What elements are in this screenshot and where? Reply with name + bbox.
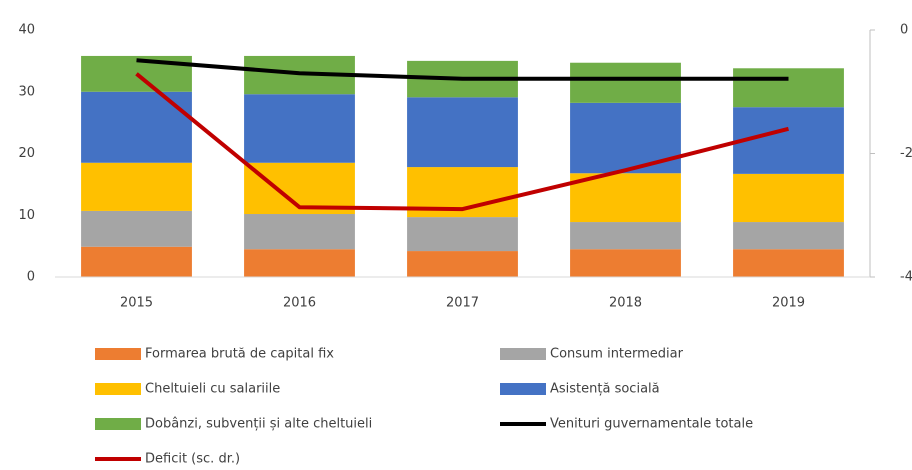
legend-marker (95, 348, 141, 360)
bar (407, 97, 518, 168)
x-tick-label: 2016 (283, 296, 316, 311)
legend-label: Deficit (sc. dr.) (145, 452, 240, 467)
bar (570, 173, 681, 223)
y2-tick-label: -2 (900, 146, 912, 161)
y2-tick-label: -4 (900, 270, 912, 285)
legend-marker (95, 418, 141, 430)
y-tick-label: 30 (18, 84, 35, 99)
y-tick-label: 20 (18, 146, 35, 161)
bar (733, 107, 844, 174)
line (135, 72, 789, 212)
bar (407, 251, 518, 277)
bar (570, 62, 681, 103)
bar (81, 162, 192, 211)
x-tick-label: 2018 (609, 296, 642, 311)
legend-label: Dobânzi, subvenții și alte cheltuieli (145, 417, 372, 432)
y2-tick-label: 0 (900, 23, 908, 38)
line (136, 58, 789, 81)
legend-label: Formarea brută de capital fix (145, 347, 334, 362)
x-tick-label: 2015 (120, 296, 153, 311)
legend-label: Venituri guvernamentale totale (550, 417, 753, 432)
legend-marker (95, 383, 141, 395)
bar (733, 173, 844, 223)
y-tick-label: 40 (18, 23, 35, 38)
bar (570, 102, 681, 174)
bar (570, 222, 681, 250)
x-tick-label: 2019 (772, 296, 805, 311)
bar (244, 249, 355, 277)
bar (570, 249, 681, 277)
bar (407, 217, 518, 252)
bar (733, 68, 844, 108)
legend-label: Asistență socială (550, 382, 660, 397)
bar (733, 222, 844, 250)
bar (81, 246, 192, 277)
bar (244, 214, 355, 250)
y-tick-label: 0 (27, 270, 35, 285)
bar (733, 249, 844, 277)
legend-label: Consum intermediar (550, 347, 684, 362)
legend-marker (500, 348, 546, 360)
legend-marker (500, 383, 546, 395)
x-tick-label: 2017 (446, 296, 479, 311)
bar (81, 91, 192, 163)
legend-label: Cheltuieli cu salariile (145, 382, 280, 397)
bar (81, 210, 192, 247)
bar (244, 94, 355, 163)
y-tick-label: 10 (18, 208, 35, 223)
